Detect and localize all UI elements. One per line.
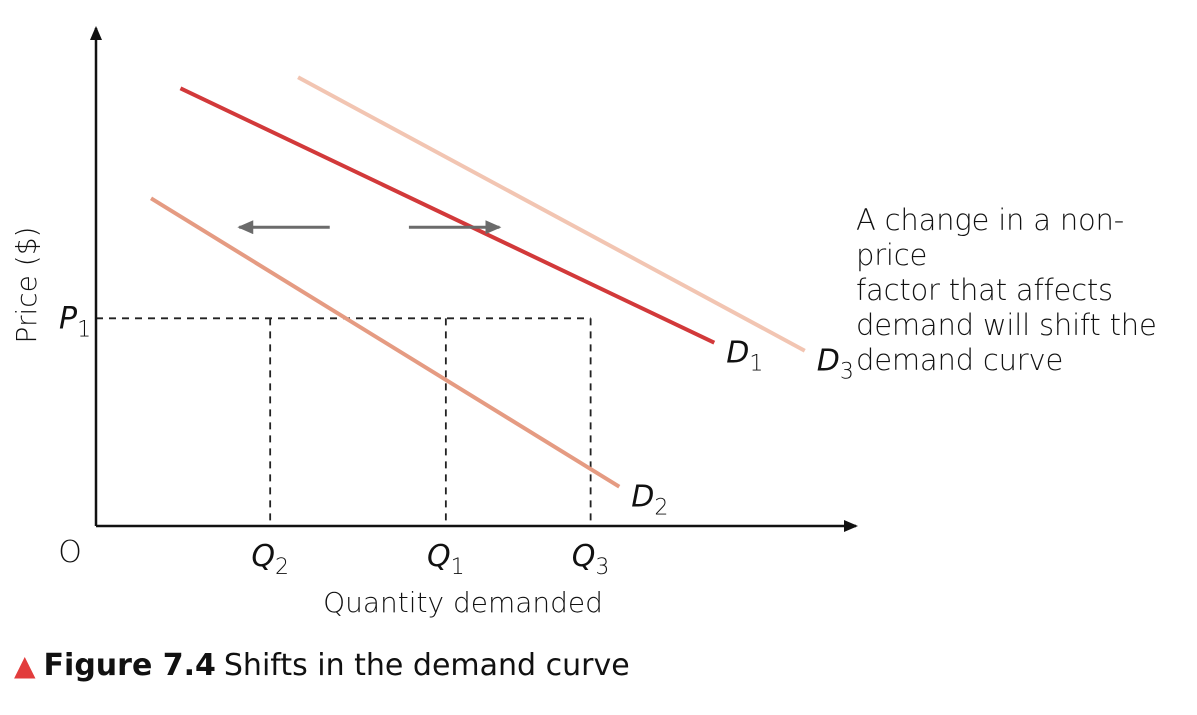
triangle-icon: ▲: [14, 649, 36, 682]
figure-title: Shifts in the demand curve: [223, 648, 630, 683]
demand-curves: [149, 75, 806, 489]
figure-caption: ▲ Figure 7.4 Shifts in the demand curve: [14, 646, 630, 686]
annotation-line: demand will shift the: [856, 308, 1157, 342]
demand-curve-d1: [179, 86, 716, 345]
annotation-line: demand curve: [856, 343, 1064, 377]
axes: [90, 26, 858, 532]
y-axis-label: Price ($): [10, 227, 43, 344]
demand-curve-d2: [149, 196, 621, 489]
annotation-text: A change in a non-price factor that affe…: [856, 203, 1192, 378]
price-label-p1: P1: [59, 301, 91, 342]
annotation-line: factor that affects: [856, 273, 1113, 307]
curve-label-d3: D3: [817, 344, 854, 385]
chart-labels: D2 D3 D1 O P1 Q2 Q1 Q3 Quantity demanded Price ($…: [10, 227, 854, 619]
demand-curve-d3: [297, 75, 806, 353]
figure-number: Figure 7.4: [43, 648, 216, 683]
origin-label: O: [58, 535, 82, 570]
curve-label-d2: D2: [631, 480, 668, 521]
quantity-label-q1: Q1: [427, 539, 465, 580]
quantity-label-q3: Q3: [572, 539, 610, 580]
annotation-line: A change in a non-price: [856, 203, 1125, 272]
quantity-label-q2: Q2: [251, 539, 289, 580]
curve-label-d1: D1: [726, 336, 763, 377]
x-axis-label: Quantity demanded: [323, 586, 603, 619]
